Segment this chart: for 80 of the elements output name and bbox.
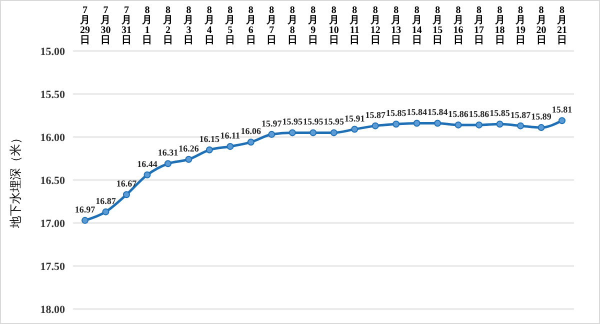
point xyxy=(206,146,213,154)
x-tick-label: 7月31日 xyxy=(120,5,132,46)
x-tick-label: 8月18日 xyxy=(494,5,505,46)
x-tick-label: 8月3日 xyxy=(182,5,194,46)
x-tick-label: 8月4日 xyxy=(203,5,214,46)
point xyxy=(102,208,110,216)
x-tick-label: 8月5日 xyxy=(224,5,236,46)
point xyxy=(226,142,234,150)
point xyxy=(476,121,483,128)
x-tick-label: 8月11日 xyxy=(348,5,360,46)
y-tick-label: 17.00 xyxy=(40,218,66,230)
point xyxy=(413,120,420,127)
point xyxy=(330,129,338,136)
y-axis-title: 地下水埋深（米） xyxy=(8,132,22,229)
x-tick-label: 8月2日 xyxy=(162,5,173,46)
x-tick-label: 8月9日 xyxy=(307,5,318,46)
data-label: 16.67 xyxy=(116,178,138,189)
point xyxy=(247,138,254,146)
point xyxy=(538,124,545,132)
data-label: 15.86 xyxy=(448,108,469,119)
point xyxy=(144,171,151,178)
data-label: 15.87 xyxy=(365,110,386,120)
data-label: 16.87 xyxy=(96,196,116,206)
data-label: 16.31 xyxy=(158,148,179,158)
point xyxy=(185,156,192,163)
x-tick-label: 8月12日 xyxy=(369,5,380,46)
point xyxy=(164,160,172,168)
y-tick-label: 16.00 xyxy=(40,132,66,144)
data-label: 15.85 xyxy=(386,108,407,118)
x-tick-label: 8月16日 xyxy=(452,5,464,46)
data-label: 16.26 xyxy=(178,143,200,154)
data-label: 15.95 xyxy=(282,116,304,127)
point xyxy=(288,129,296,136)
point xyxy=(372,122,379,130)
data-label: 15.89 xyxy=(531,112,552,122)
x-tick-label: 8月17日 xyxy=(473,5,484,46)
x-tick-label: 8月8日 xyxy=(286,5,298,46)
x-tick-label: 8月13日 xyxy=(390,5,402,46)
x-tick-label: 8月1日 xyxy=(141,5,152,46)
point xyxy=(351,126,358,133)
point xyxy=(122,191,130,198)
x-tick-label: 7月29日 xyxy=(79,5,90,46)
point xyxy=(82,216,88,224)
data-label: 16.15 xyxy=(199,134,220,144)
y-tick-label: 15.00 xyxy=(40,46,66,58)
x-tick-label: 8月21日 xyxy=(556,5,567,46)
x-tick-label: 8月14日 xyxy=(410,5,422,46)
y-tick-label: 18.00 xyxy=(40,304,66,316)
data-label: 15.86 xyxy=(468,108,490,119)
point xyxy=(558,117,566,124)
x-tick-label: 8月6日 xyxy=(244,5,256,46)
data-label: 15.91 xyxy=(344,113,366,124)
data-label: 15.95 xyxy=(324,116,344,127)
data-label: 15.84 xyxy=(427,107,448,118)
data-label: 16.06 xyxy=(240,126,262,136)
data-label: 16.97 xyxy=(74,204,96,214)
data-label: 15.81 xyxy=(552,104,573,115)
y-tick-label: 17.50 xyxy=(40,260,66,273)
point xyxy=(517,122,524,130)
point xyxy=(392,120,400,128)
y-tick-label: 15.50 xyxy=(40,88,66,101)
data-label: 15.84 xyxy=(406,107,428,118)
data-label: 15.85 xyxy=(490,108,510,118)
data-label: 16.44 xyxy=(137,158,158,169)
x-tick-label: 7月30日 xyxy=(100,5,111,46)
point xyxy=(496,120,504,128)
data-label: 16.11 xyxy=(220,130,241,140)
data-label: 15.95 xyxy=(303,116,324,127)
x-tick-label: 8月20日 xyxy=(535,5,546,46)
point xyxy=(454,121,462,128)
data-label: 15.87 xyxy=(510,110,532,120)
x-tick-label: 8月19日 xyxy=(514,5,526,46)
point xyxy=(434,120,442,127)
point xyxy=(310,129,317,136)
x-tick-label: 8月7日 xyxy=(266,5,277,46)
y-tick-label: 16.50 xyxy=(40,174,66,187)
x-tick-label: 8月10日 xyxy=(328,5,339,46)
data-label: 15.97 xyxy=(262,118,282,128)
x-tick-label: 8月15日 xyxy=(432,5,443,46)
point xyxy=(268,130,276,138)
